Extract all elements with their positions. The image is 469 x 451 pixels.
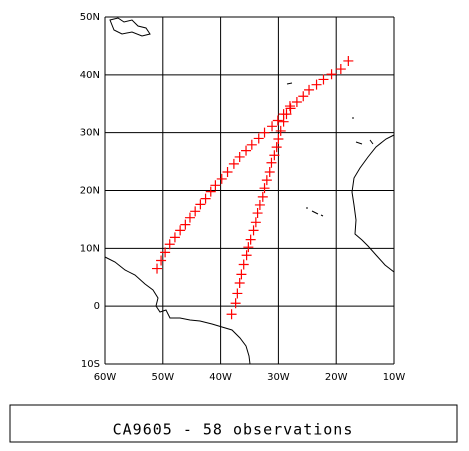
y-tick-label: 40N	[80, 70, 100, 81]
observation-marker	[266, 157, 277, 168]
observation-marker	[318, 74, 329, 85]
observation-marker	[304, 84, 315, 95]
observation-marker	[152, 263, 163, 274]
observation-marker	[226, 309, 237, 320]
observation-marker	[326, 69, 337, 80]
observation-marker	[271, 142, 282, 153]
observation-marker	[269, 150, 280, 161]
observation-marker	[291, 97, 302, 108]
observation-marker	[234, 278, 245, 289]
observation-marker	[252, 208, 263, 219]
observation-marker	[236, 269, 247, 280]
title-box	[9, 404, 458, 443]
x-tick-label: 20W	[325, 372, 348, 383]
y-tick-label: 0	[94, 301, 100, 312]
coastline-africa	[351, 134, 395, 273]
x-tick-label: 50W	[151, 372, 174, 383]
y-tick-label: 20N	[80, 186, 100, 197]
observation-marker	[246, 139, 257, 150]
observation-marker	[248, 225, 259, 236]
observation-marker	[164, 239, 175, 250]
observation-marker	[160, 247, 171, 258]
observation-marker	[335, 64, 346, 75]
observation-marker	[205, 186, 216, 197]
observation-marker	[278, 116, 289, 127]
observation-marker	[272, 115, 283, 126]
x-tick-label: 60W	[94, 372, 117, 383]
observation-marker	[298, 91, 309, 102]
x-tick-label: 10W	[383, 372, 406, 383]
observation-marker	[234, 151, 245, 162]
y-tick-label: 10S	[81, 359, 100, 370]
observation-marker	[253, 133, 264, 144]
x-tick-label: 30W	[267, 372, 290, 383]
observation-marker	[241, 145, 252, 156]
observation-marker	[250, 217, 261, 228]
observation-marker	[275, 125, 286, 136]
observation-marker	[222, 166, 233, 177]
observation-marker	[281, 109, 292, 120]
observation-marker	[156, 255, 167, 266]
observation-marker	[175, 225, 186, 236]
observation-marker	[195, 199, 206, 210]
observation-marker	[238, 259, 249, 270]
observation-marker	[169, 232, 180, 243]
y-tick-label: 10N	[80, 243, 100, 254]
island	[286, 82, 374, 217]
observation-marker	[311, 79, 322, 90]
observation-marker	[190, 206, 201, 217]
observation-marker	[184, 212, 195, 223]
observation-marker	[267, 121, 278, 132]
observation-marker	[232, 288, 243, 299]
y-tick-label: 30N	[80, 128, 100, 139]
observation-marker	[216, 173, 227, 184]
observation-marker	[261, 175, 272, 186]
observation-marker	[228, 158, 239, 169]
coastlines	[104, 17, 395, 365]
observation-marker	[243, 242, 254, 253]
observation-marker	[210, 180, 221, 191]
chart-title: CA9605 - 58 observations	[113, 421, 354, 439]
coastline-north	[109, 17, 151, 37]
observation-marker	[254, 199, 265, 210]
observation-marker	[241, 250, 252, 261]
observation-marker	[259, 183, 270, 194]
observation-marker	[343, 55, 354, 66]
observation-marker	[230, 298, 241, 309]
observation-marker	[284, 101, 295, 112]
observation-marker	[273, 134, 284, 145]
observation-marker	[200, 193, 211, 204]
observation-marker	[245, 234, 256, 245]
coastline-south-america	[104, 256, 251, 365]
observation-marker	[257, 191, 268, 202]
observation-marker	[259, 127, 270, 138]
x-tick-label: 40W	[209, 372, 232, 383]
observation-marker	[264, 166, 275, 177]
observation-marker	[180, 219, 191, 230]
y-tick-label: 50N	[80, 12, 100, 23]
